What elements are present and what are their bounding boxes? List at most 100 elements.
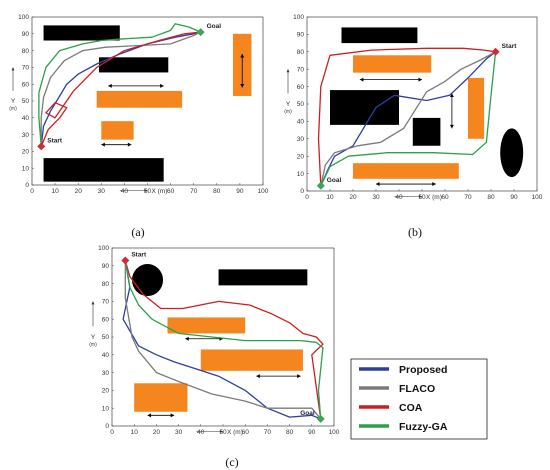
arrow-head bbox=[359, 77, 364, 82]
y-axis-label: Y bbox=[11, 98, 16, 105]
y-tick-label: 90 bbox=[22, 31, 30, 38]
arrow-head bbox=[127, 142, 132, 147]
static-obstacle bbox=[218, 269, 308, 286]
start-marker bbox=[491, 47, 500, 56]
x-tick-label: 100 bbox=[258, 188, 269, 195]
arrow-head bbox=[432, 182, 436, 187]
panel-c: 0 10 20 30 40 50 60 70 80 90 100 0 10 20 30 40 50 60 70 80 9… bbox=[89, 245, 340, 469]
y-tick-label: 80 bbox=[102, 281, 110, 288]
y-tick-label: 70 bbox=[297, 66, 305, 73]
y-tick-label: 10 bbox=[22, 165, 30, 172]
static-obstacle bbox=[341, 27, 418, 44]
y-axis-unit: (m) bbox=[89, 342, 97, 348]
arrow-head bbox=[170, 413, 175, 418]
x-tick-label: 30 bbox=[372, 194, 380, 201]
y-tick-label: 70 bbox=[22, 65, 30, 72]
goal-marker bbox=[316, 414, 325, 423]
y-axis-arrow-head bbox=[91, 301, 95, 305]
panel-b: 0 10 20 30 40 50 60 70 80 90 100 0 10 20 30 40 50 60 70 80 9… bbox=[284, 14, 543, 239]
path-fuzzy_ga bbox=[124, 260, 324, 419]
panel-caption: (a) bbox=[131, 225, 144, 239]
y-tick-label: 60 bbox=[22, 81, 30, 88]
x-tick-label: 100 bbox=[532, 194, 543, 201]
arrow-head bbox=[240, 84, 245, 88]
y-tick-label: 90 bbox=[102, 263, 110, 270]
y-tick-label: 10 bbox=[102, 405, 110, 412]
x-tick-label: 70 bbox=[264, 429, 272, 436]
arrow-head bbox=[449, 93, 454, 98]
arrow-head bbox=[108, 83, 112, 88]
arrow-head bbox=[147, 413, 152, 418]
legend-label-fuzzy_ga: Fuzzy-GA bbox=[399, 421, 448, 433]
dynamic-obstacle bbox=[167, 317, 246, 334]
y-tick-label: 80 bbox=[22, 48, 30, 55]
legend-label-coa: COA bbox=[399, 402, 423, 414]
x-tick-label: 20 bbox=[349, 194, 357, 201]
y-axis-label: Y bbox=[286, 101, 291, 108]
static-obstacle bbox=[43, 25, 120, 41]
arrow-head bbox=[256, 374, 260, 379]
y-tick-label: 70 bbox=[102, 299, 110, 306]
x-axis-label: X (m) bbox=[426, 194, 442, 201]
y-tick-label: 90 bbox=[297, 32, 305, 39]
x-tick-label: 60 bbox=[242, 429, 250, 436]
y-tick-label: 100 bbox=[98, 245, 109, 252]
goal-label: Goal bbox=[327, 177, 342, 184]
legend-label-flaco: FLACO bbox=[399, 383, 435, 395]
x-tick-label: 30 bbox=[175, 429, 183, 436]
x-axis-arrow-head bbox=[220, 430, 223, 433]
x-tick-label: 90 bbox=[510, 194, 518, 201]
y-tick-label: 100 bbox=[18, 14, 29, 21]
static-obstacle bbox=[330, 90, 399, 125]
x-axis-arrow-head bbox=[419, 195, 422, 198]
x-tick-label: 80 bbox=[286, 429, 294, 436]
x-tick-label: 0 bbox=[30, 188, 34, 195]
x-tick-label: 10 bbox=[131, 429, 139, 436]
legend-label-proposed: Proposed bbox=[399, 364, 447, 376]
static-obstacle bbox=[98, 57, 169, 73]
panel-caption: (c) bbox=[225, 455, 238, 469]
goal-marker bbox=[316, 181, 325, 190]
x-tick-label: 30 bbox=[98, 188, 106, 195]
dynamic-obstacle bbox=[353, 55, 432, 73]
x-tick-label: 10 bbox=[326, 194, 334, 201]
y-tick-label: 0 bbox=[300, 188, 304, 195]
path-proposed bbox=[320, 51, 496, 187]
goal-marker bbox=[196, 28, 205, 37]
goal-label: Goal bbox=[207, 23, 222, 30]
ellipse-obstacle bbox=[131, 264, 164, 297]
y-tick-label: 60 bbox=[297, 84, 305, 91]
x-tick-label: 20 bbox=[153, 429, 161, 436]
x-tick-label: 80 bbox=[487, 194, 495, 201]
path-fuzzy_ga bbox=[38, 23, 201, 147]
dynamic-obstacle bbox=[468, 77, 485, 139]
x-tick-label: 50 bbox=[144, 188, 152, 195]
y-axis-label: Y bbox=[91, 334, 96, 341]
x-tick-label: 40 bbox=[395, 194, 403, 201]
x-tick-label: 70 bbox=[190, 188, 198, 195]
path-flaco bbox=[320, 51, 496, 186]
arrow-head bbox=[185, 336, 189, 341]
y-axis-unit: (m) bbox=[9, 106, 17, 112]
x-tick-label: 90 bbox=[308, 429, 316, 436]
y-tick-label: 40 bbox=[102, 352, 110, 359]
y-tick-label: 20 bbox=[297, 153, 305, 160]
x-tick-label: 100 bbox=[329, 429, 340, 436]
y-tick-label: 10 bbox=[297, 171, 305, 178]
arrow-head bbox=[160, 83, 164, 88]
path-coa bbox=[124, 260, 324, 419]
arrow-head bbox=[449, 124, 454, 129]
path-coa bbox=[317, 47, 496, 186]
x-tick-label: 10 bbox=[51, 188, 59, 195]
start-marker bbox=[121, 256, 130, 265]
path-flaco bbox=[40, 31, 201, 147]
x-tick-label: 40 bbox=[121, 188, 129, 195]
x-axis-label: X (m) bbox=[227, 429, 243, 436]
path-coa bbox=[40, 31, 201, 147]
y-axis-arrow-head bbox=[11, 67, 15, 71]
start-label: Start bbox=[502, 43, 518, 50]
panel-caption: (b) bbox=[408, 225, 422, 239]
ellipse-obstacle bbox=[500, 128, 524, 178]
start-marker bbox=[37, 142, 46, 151]
